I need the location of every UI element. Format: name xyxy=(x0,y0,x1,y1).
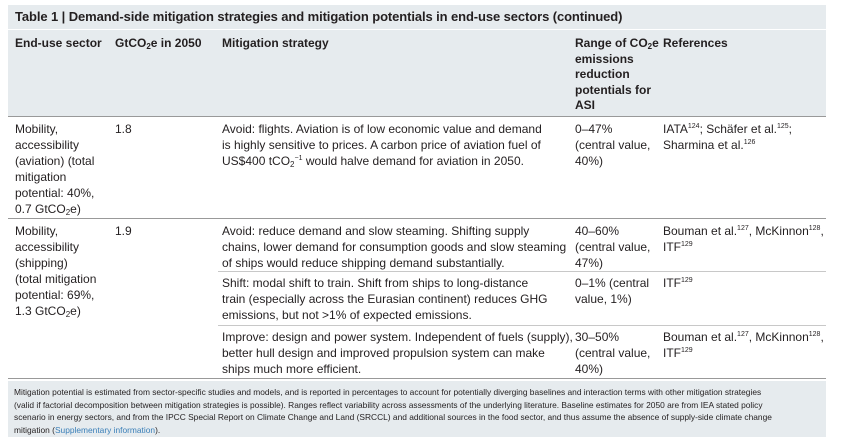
shipping-avoid-strategy-cell: Avoid: reduce demand and slow steaming. … xyxy=(222,224,567,270)
shipping-improve-range-cell: 30–50% (central value, 40%) xyxy=(575,330,651,376)
table-title: Table 1 | Demand-side mitigation strateg… xyxy=(15,9,623,24)
header-divider xyxy=(8,116,826,117)
table-header-row: End-use sector GtCO2e in 2050 Mitigation… xyxy=(8,30,818,116)
footnote-line-3: scenario in energy sectors, and from the… xyxy=(14,412,772,423)
header-end-use-sector: End-use sector xyxy=(15,36,102,50)
aviation-range-cell: 0–47% (central value, 40%) xyxy=(575,122,651,168)
table-title-bar: Table 1 | Demand-side mitigation strateg… xyxy=(8,5,826,29)
shipping-improve-strategy-cell: Improve: design and power system. Indepe… xyxy=(222,330,573,376)
row-divider-aviation xyxy=(8,218,826,219)
shipping-shift-references-cell: ITF129 xyxy=(663,276,693,290)
table-header-row-edge xyxy=(818,30,826,116)
aviation-sector-cell: Mobility, accessibility (aviation) (tota… xyxy=(15,122,95,217)
shipping-avoid-references-cell: Bouman et al.127, McKinnon128, ITF129 xyxy=(663,224,824,254)
shipping-improve-references-cell: Bouman et al.127, McKinnon128, ITF129 xyxy=(663,330,824,360)
footnote-line-1: Mitigation potential is estimated from s… xyxy=(14,387,762,397)
table-footnote: Mitigation potential is estimated from s… xyxy=(8,381,826,437)
shipping-avoid-range-cell: 40–60% (central value, 47%) xyxy=(575,224,651,270)
shipping-shift-range-cell: 0–1% (central value, 1%) xyxy=(575,276,650,306)
header-gtco2e-2050: GtCO2e in 2050 xyxy=(115,36,202,51)
header-range: Range of CO2e emissions reduction potent… xyxy=(575,36,659,112)
header-references: References xyxy=(663,36,728,50)
header-mitigation-strategy: Mitigation strategy xyxy=(222,36,329,50)
shipping-sector-cell: Mobility, accessibility (shipping) (tota… xyxy=(15,224,97,319)
aviation-gtco2e-cell: 1.8 xyxy=(115,122,132,136)
subrow-divider-1 xyxy=(218,271,826,272)
footnote-line-4-prefix: mitigation ( xyxy=(14,424,55,435)
table-bottom-rule xyxy=(8,378,826,379)
footnote-line-4-suffix: ). xyxy=(155,424,161,435)
aviation-strategy-cell: Avoid: flights. Aviation is of low econo… xyxy=(222,122,542,169)
shipping-gtco2e-cell: 1.9 xyxy=(115,224,132,238)
supplementary-information-link[interactable]: Supplementary information xyxy=(54,424,156,435)
subrow-divider-2 xyxy=(218,325,826,326)
aviation-references-cell: IATA124; Schäfer et al.125; Sharmina et … xyxy=(663,122,792,152)
shipping-shift-strategy-cell: Shift: modal shift to train. Shift from … xyxy=(222,276,548,322)
footnote-line-2: (valid if factorial decomposition betwee… xyxy=(14,399,763,410)
